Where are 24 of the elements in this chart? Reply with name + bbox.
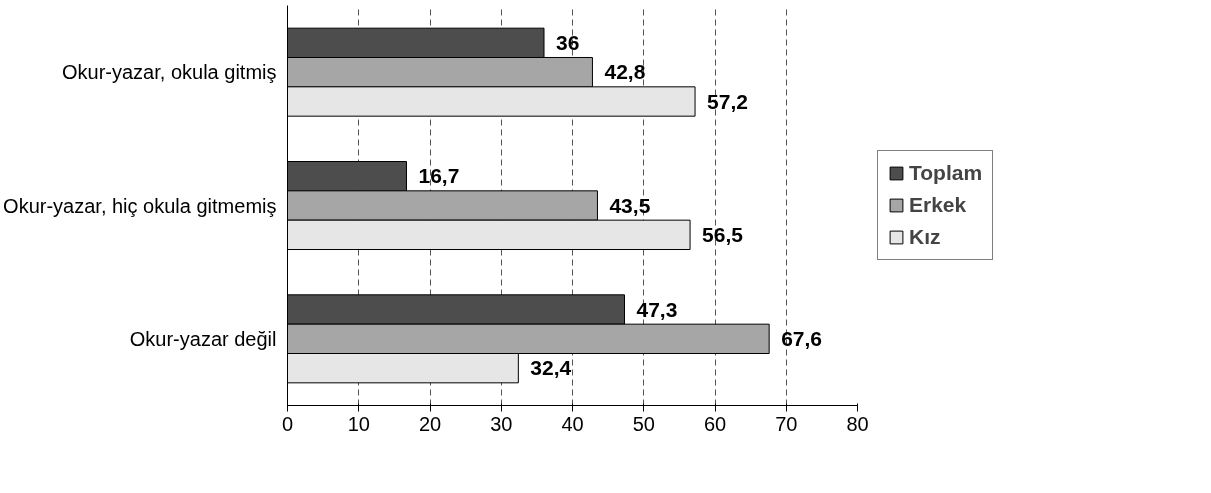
x-tick-label: 60 <box>703 412 727 435</box>
y-tick-label: Okur-yazar, okula gitmiş <box>61 61 277 84</box>
data-label: 57,2 <box>707 89 748 113</box>
legend-label: Toplam <box>909 161 983 185</box>
data-label: 56,5 <box>702 222 744 246</box>
data-label: 16,7 <box>418 164 460 188</box>
data-label: 36 <box>556 30 580 54</box>
data-label: 43,5 <box>609 193 651 217</box>
y-tick-label: Okur-yazar değil <box>129 327 277 350</box>
x-tick-label: 50 <box>632 412 655 435</box>
x-tick-label: 80 <box>846 412 869 435</box>
x-tick-label: 30 <box>490 412 513 435</box>
x-tick-label: 10 <box>347 412 370 435</box>
x-tick-label: 20 <box>418 412 442 435</box>
data-label: 42,8 <box>604 60 646 84</box>
data-label: 47,3 <box>636 297 678 321</box>
x-tick-label: 40 <box>561 412 584 435</box>
data-label: 32,4 <box>530 356 572 380</box>
legend-label: Kız <box>909 225 941 249</box>
x-tick-label: 70 <box>775 412 798 435</box>
data-label: 67,6 <box>781 326 823 350</box>
y-tick-label: Okur-yazar, hiç okula gitmemiş <box>3 194 277 217</box>
legend-label: Erkek <box>909 193 967 217</box>
x-tick-label: 0 <box>281 412 294 435</box>
